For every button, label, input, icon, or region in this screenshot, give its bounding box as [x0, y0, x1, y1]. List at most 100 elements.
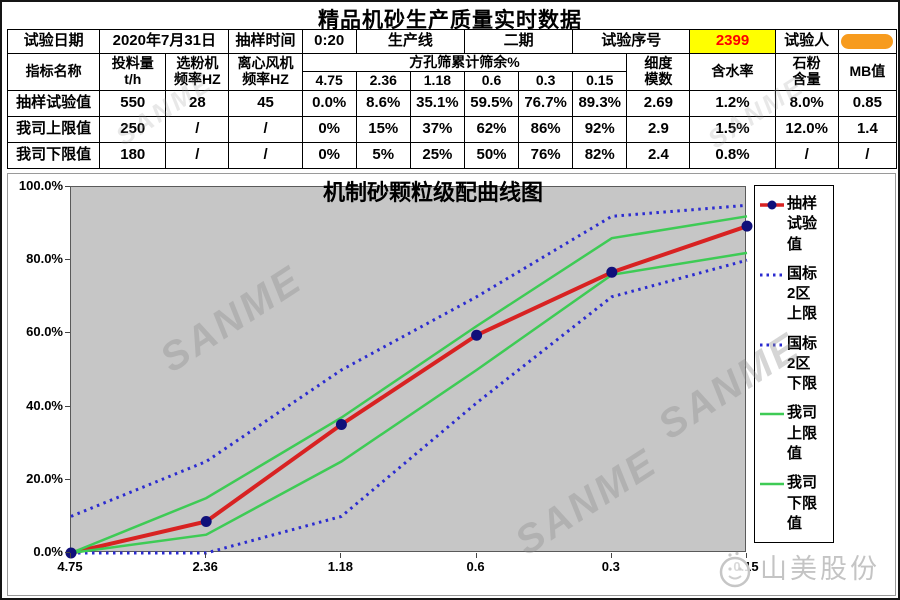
cell-moisture: 0.8% — [689, 142, 776, 169]
cell-classifier: / — [165, 116, 230, 143]
data-point — [471, 329, 483, 341]
y-tick-mark — [65, 552, 70, 553]
cell-sieve: 0% — [301, 142, 357, 169]
cell-mb: 0.85 — [837, 90, 898, 117]
legend-label: 国标 2区 下限 — [787, 334, 818, 393]
cell-sieve: 76.7% — [518, 90, 574, 117]
header-feed-rate: 投料量 t/h — [99, 53, 167, 91]
header-stone-powder: 石粉 含量 — [774, 53, 839, 91]
data-point — [200, 516, 212, 528]
y-axis-label: 80.0% — [26, 251, 63, 267]
cell-sieve: 0.0% — [301, 90, 357, 117]
label-test-serial: 试验序号 — [572, 29, 691, 54]
data-table: 试验日期 2020年7月31日 抽样时间 0:20 生产线 二期 试验序号 23… — [6, 29, 898, 169]
row-label: 我司上限值 — [6, 116, 101, 143]
cell-sieve: 5% — [355, 142, 411, 169]
y-axis-label: 60.0% — [26, 324, 63, 340]
header-fan-freq: 离心风机 频率HZ — [228, 53, 303, 91]
legend-entry: 我司 上限 值 — [759, 403, 830, 464]
header-indicator-name: 指标名称 — [6, 53, 101, 91]
y-tick-mark — [65, 405, 70, 407]
series-line-3 — [70, 215, 748, 555]
legend-line-sample — [760, 483, 784, 486]
header-classifier-freq: 选粉机 频率HZ — [165, 53, 230, 91]
x-tick-mark — [610, 553, 612, 558]
chart-title: 机制砂颗粒级配曲线图 — [322, 180, 543, 205]
label-tester: 试验人 — [774, 29, 839, 54]
cell-classifier: / — [165, 142, 230, 169]
legend-line-sample — [760, 413, 784, 416]
cell-sieve: 86% — [518, 116, 574, 143]
cell-mb: / — [837, 142, 898, 169]
cell-fineness: 2.69 — [626, 90, 691, 117]
info-row: 试验日期 2020年7月31日 抽样时间 0:20 生产线 二期 试验序号 23… — [6, 29, 898, 54]
cell-classifier: 28 — [165, 90, 230, 117]
y-tick-mark — [65, 259, 70, 261]
table-row-sample-values: 抽样试验值 550 28 45 0.0% 8.6% 35.1% 59.5% 76… — [6, 90, 898, 117]
legend-line-sample — [760, 343, 784, 347]
y-axis-label: 20.0% — [26, 470, 63, 486]
value-test-date: 2020年7月31日 — [99, 29, 230, 54]
legend-label: 国标 2区 上限 — [787, 264, 818, 323]
cell-sieve: 59.5% — [463, 90, 520, 117]
legend-entry: 国标 2区 下限 — [759, 334, 830, 395]
cell-fan: / — [228, 142, 303, 169]
brand-name: 山美股份 — [760, 554, 880, 584]
sieve-size: 4.75 — [301, 71, 357, 91]
gradation-chart: 机制砂颗粒级配曲线图 抽样 试验 值国标 2区 上限 国标 2区 下限我司 上限 … — [7, 173, 896, 596]
x-axis-label: 0.3 — [601, 559, 620, 574]
legend-label: 抽样 试验 值 — [787, 195, 818, 253]
legend-label: 我司 下限 值 — [787, 474, 818, 532]
y-axis-label: 0.0% — [33, 544, 63, 559]
cell-sieve: 62% — [463, 116, 520, 143]
label-production-line: 生产线 — [355, 29, 465, 54]
chart-canvas — [65, 203, 753, 559]
x-tick-mark — [205, 553, 207, 558]
page-title: 精品机砂生产质量实时数据 — [318, 9, 582, 32]
tester-redaction-block — [841, 33, 894, 49]
header-fineness-modulus: 细度 模数 — [626, 53, 691, 91]
chart-legend: 抽样 试验 值国标 2区 上限 国标 2区 下限我司 上限 值我司 下限 值 — [754, 185, 834, 543]
sieve-size: 0.6 — [463, 71, 520, 91]
cell-fineness: 2.9 — [626, 116, 691, 143]
cell-stone: 8.0% — [774, 90, 839, 117]
x-tick-mark — [340, 553, 342, 558]
cell-fan: / — [228, 116, 303, 143]
header-row: 指标名称 投料量 t/h 选粉机 频率HZ 离心风机 频率HZ 方孔筛累计筛余%… — [6, 53, 898, 91]
header-moisture: 含水率 — [689, 53, 776, 91]
sanme-logo-icon — [719, 551, 751, 588]
sieve-size: 0.15 — [572, 71, 628, 91]
x-tick-mark — [475, 553, 477, 558]
series-line-2 — [71, 258, 748, 555]
x-tick-mark — [70, 553, 71, 558]
x-axis-label: 0.6 — [466, 559, 485, 574]
cell-sieve: 50% — [463, 142, 520, 169]
cell-mb: 1.4 — [837, 116, 898, 143]
value-tester — [837, 29, 898, 54]
sieve-size: 1.18 — [409, 71, 465, 91]
plot-area — [65, 186, 753, 559]
row-label: 抽样试验值 — [6, 90, 101, 117]
table-row-upper-limit: 我司上限值 250 / / 0% 15% 37% 62% 86% 92% 2.9… — [6, 116, 898, 143]
data-point — [606, 266, 618, 278]
legend-entry: 抽样 试验 值 — [759, 194, 830, 255]
series-line-1 — [70, 203, 748, 518]
x-axis-label: 1.18 — [327, 559, 354, 574]
y-axis-label: 40.0% — [26, 397, 63, 413]
x-tick-mark — [746, 553, 747, 558]
cell-sieve: 15% — [355, 116, 411, 143]
y-tick-mark — [65, 332, 70, 334]
cell-sieve: 37% — [409, 116, 465, 143]
y-tick-mark — [65, 186, 70, 187]
legend-line-sample — [760, 273, 784, 277]
cell-feed: 250 — [99, 116, 167, 143]
brand-watermark: 山美股份 — [718, 548, 880, 590]
x-axis-label: 4.75 — [57, 559, 83, 574]
cell-fan: 45 — [228, 90, 303, 117]
cell-sieve: 82% — [572, 142, 628, 169]
legend-entry: 我司 下限 值 — [759, 473, 830, 534]
cell-moisture: 1.2% — [689, 90, 776, 117]
cell-sieve: 92% — [572, 116, 628, 143]
cell-stone: / — [774, 142, 839, 169]
